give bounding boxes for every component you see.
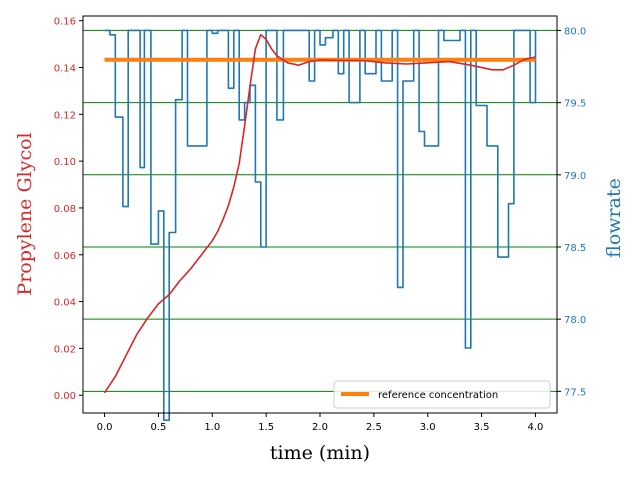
left-y-tick-label: 0.14 bbox=[54, 63, 76, 74]
x-tick-label: 0.0 bbox=[97, 422, 113, 433]
left-y-tick-label: 0.12 bbox=[54, 110, 76, 121]
legend-box bbox=[333, 380, 551, 409]
left-y-tick-label: 0.00 bbox=[54, 391, 76, 402]
series-layer bbox=[103, 29, 537, 421]
x-tick-label: 2.0 bbox=[312, 422, 328, 433]
x-tick-label: 2.5 bbox=[366, 422, 382, 433]
right-y-tick-label: 80.0 bbox=[564, 26, 586, 37]
right-y-tick-label: 77.5 bbox=[564, 387, 586, 398]
right-y-tick-label: 78.0 bbox=[564, 315, 586, 326]
left-y-tick-label: 0.04 bbox=[54, 298, 76, 309]
x-tick-label: 0.5 bbox=[150, 422, 166, 433]
x-tick-label: 1.5 bbox=[258, 422, 274, 433]
legend: reference concentration bbox=[333, 380, 551, 409]
x-axis-title: time (min) bbox=[270, 442, 370, 464]
right-y-tick-label: 78.5 bbox=[564, 243, 586, 254]
x-tick-label: 1.0 bbox=[204, 422, 220, 433]
x-tick-label: 3.0 bbox=[420, 422, 436, 433]
left-y-tick-label: 0.08 bbox=[54, 204, 76, 215]
left-axis-title: Propylene Glycol bbox=[14, 132, 36, 295]
left-y-tick-label: 0.16 bbox=[54, 17, 76, 28]
series-line-concentration bbox=[103, 33, 536, 394]
left-y-tick-label: 0.10 bbox=[54, 157, 76, 168]
left-y-tick-label: 0.06 bbox=[54, 251, 76, 262]
right-y-tick-label: 79.0 bbox=[564, 171, 586, 182]
axes-layer: 0.0 0.5 1.0 1.5 2.0 2.5 3.0 3.5 4.0 0.00 0.02 0.04 0… bbox=[54, 17, 587, 433]
x-tick-label: 4.0 bbox=[528, 422, 544, 433]
series-line-flowrate bbox=[104, 29, 537, 421]
left-y-tick-label: 0.02 bbox=[54, 344, 76, 355]
right-axis-title: flowrate bbox=[603, 178, 625, 258]
right-y-tick-label: 79.5 bbox=[564, 99, 586, 110]
legend-label: reference concentration bbox=[378, 390, 498, 401]
x-tick-label: 3.5 bbox=[474, 422, 490, 433]
